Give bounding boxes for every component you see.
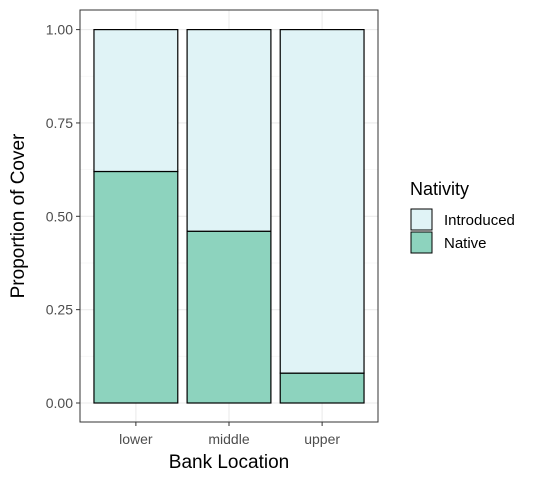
y-tick-label: 0.75 [46, 115, 73, 131]
bars [93, 29, 365, 404]
bar-introduced-upper [279, 29, 365, 374]
legend-label-native: Native [444, 235, 487, 252]
y-axis-title: Proportion of Cover [8, 133, 29, 298]
x-tick-label: lower [119, 431, 153, 447]
bar-introduced-middle [186, 29, 272, 232]
y-tick-label: 1.00 [46, 22, 73, 38]
legend: Nativity Introduced Native [410, 179, 515, 254]
bar-native-middle [186, 230, 272, 404]
y-axis: 0.00 0.25 0.50 0.75 1.00 [46, 22, 80, 411]
x-tick-label: upper [304, 431, 340, 447]
y-tick-label: 0.00 [46, 395, 73, 411]
legend-swatch-native [410, 231, 433, 254]
x-tick-label: middle [208, 431, 249, 447]
bar-native-upper [279, 372, 365, 404]
y-tick-label: 0.50 [46, 208, 73, 224]
y-tick-label: 0.25 [46, 302, 73, 318]
x-axis-title: Bank Location [169, 452, 289, 473]
bar-native-lower [93, 170, 179, 404]
legend-title: Nativity [410, 179, 469, 199]
x-axis: lower middle upper [119, 422, 340, 447]
legend-swatch-introduced [410, 208, 433, 231]
legend-label-introduced: Introduced [444, 212, 515, 229]
bar-introduced-lower [93, 29, 179, 173]
